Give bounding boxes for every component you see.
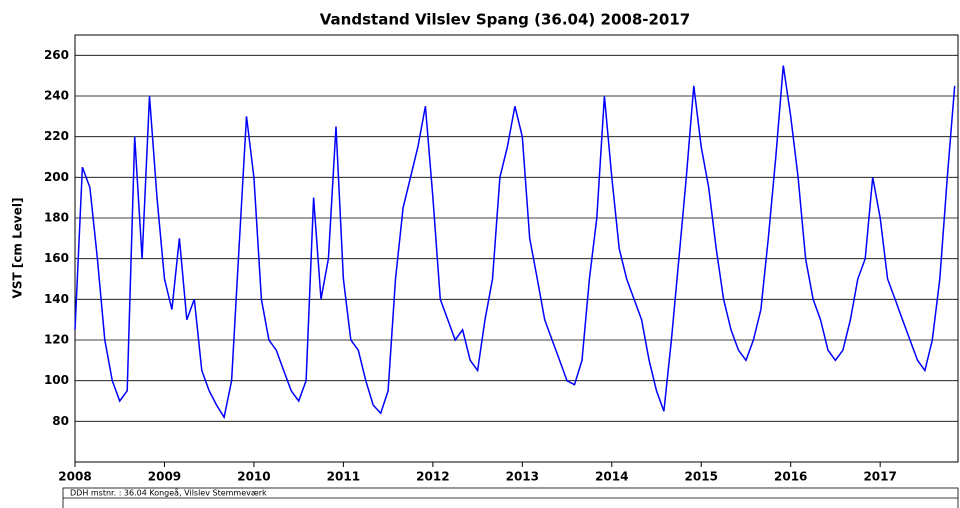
plot-frame xyxy=(74,34,959,463)
y-tick-label: 180 xyxy=(44,211,69,225)
x-tick-label: 2009 xyxy=(148,470,181,484)
x-tick-label: 2010 xyxy=(237,470,270,484)
chart-title: Vandstand Vilslev Spang (36.04) 2008-201… xyxy=(320,11,690,29)
y-tick-label: 200 xyxy=(44,170,69,184)
footer-text: DDH mstnr. : 36.04 Kongeå, Vilslev Stemm… xyxy=(70,488,267,498)
x-tick-label: 2011 xyxy=(327,470,360,484)
y-tick-label: 160 xyxy=(44,251,69,265)
y-tick-label: 240 xyxy=(44,89,69,103)
y-tick-label: 260 xyxy=(44,48,69,62)
footer-box xyxy=(62,487,959,508)
y-axis-label: VST [cm Level] xyxy=(11,198,25,299)
x-tick-label: 2008 xyxy=(58,470,91,484)
y-tick-label: 120 xyxy=(44,333,69,347)
x-tick-label: 2016 xyxy=(774,470,807,484)
y-tick-label: 220 xyxy=(44,129,69,143)
y-tick-label: 100 xyxy=(44,373,69,387)
x-tick-label: 2015 xyxy=(685,470,718,484)
y-tick-label: 80 xyxy=(52,414,69,428)
y-tick-label: 140 xyxy=(44,292,69,306)
x-tick-label: 2014 xyxy=(595,470,628,484)
x-tick-label: 2012 xyxy=(416,470,449,484)
x-tick-label: 2013 xyxy=(506,470,539,484)
x-tick-label: 2017 xyxy=(863,470,896,484)
data-line xyxy=(74,65,956,420)
